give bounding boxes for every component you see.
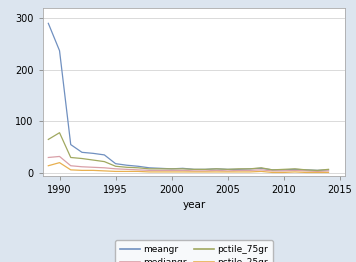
Legend: meangr, mediangr, pctile_75gr, pctile_25gr: meangr, mediangr, pctile_75gr, pctile_25… [115,241,273,262]
X-axis label: year: year [182,200,206,210]
